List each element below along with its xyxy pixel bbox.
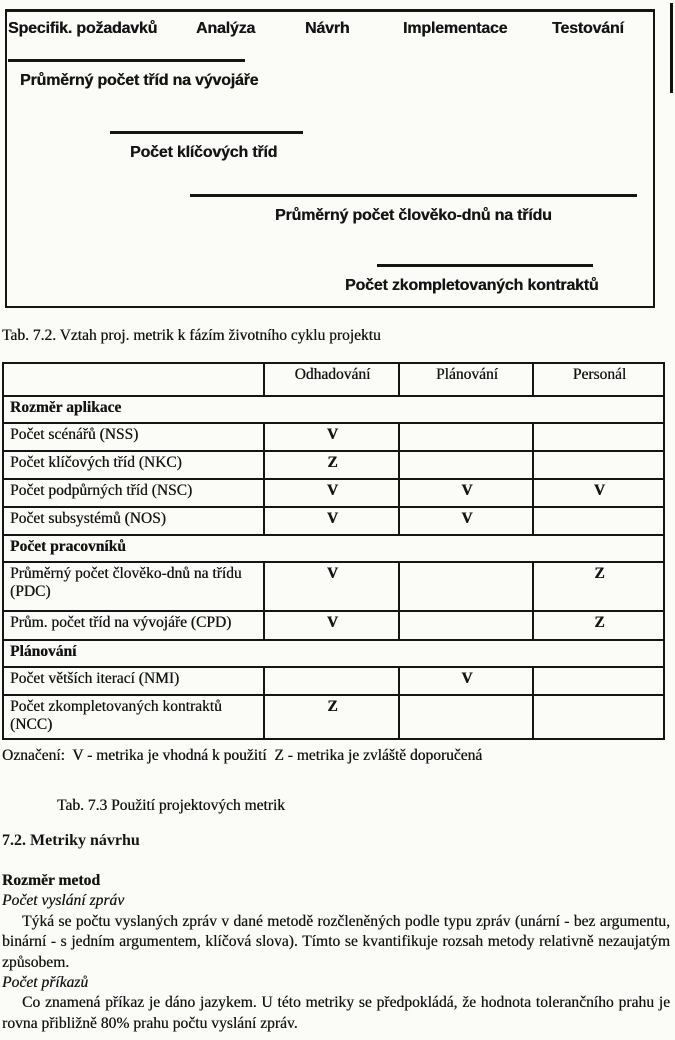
column-header: Odhadování (263, 362, 400, 397)
row-label-cell: Počet klíčových tříd (NKC) (2, 450, 265, 480)
row-label-cell: Počet podpůrných tříd (NSC) (2, 478, 265, 508)
table-header-row: Odhadování Plánování Personál (2, 362, 665, 397)
body-text-block: Rozměr metod Počet vyslání zpráv Týká se … (2, 871, 670, 1034)
metric-value-cell (532, 666, 665, 696)
table-row: Počet scénářů (NSS) V (2, 422, 665, 452)
metric-span-line (190, 194, 637, 197)
metric-value-cell (532, 694, 665, 740)
row-label-cell: Počet scénářů (NSS) (2, 422, 265, 452)
section-label-cell: Počet pracovníků (2, 534, 665, 563)
metric-value-cell (263, 666, 400, 696)
metric-label: Průměrný počet tříd na vývojáře (20, 72, 259, 89)
metric-value-cell (398, 694, 534, 740)
metric-value-cell (532, 450, 665, 480)
table-row: Rozměr aplikace (2, 395, 665, 424)
metric-value-cell: V (398, 666, 534, 696)
metric-value-cell: V (263, 478, 400, 508)
row-label-cell: Prům. počet tříd na vývojáře (CPD) (2, 610, 265, 641)
body-paragraph: Týká se počtu vyslaných zpráv v dané met… (2, 912, 670, 971)
metric-value-cell: Z (263, 450, 400, 480)
metric-value-cell (398, 450, 534, 480)
metric-span-line (377, 264, 593, 267)
metric-term: Počet příkazů (2, 974, 89, 992)
lifecycle-phase-diagram: Specifik. požadavků Analýza Návrh Implement… (5, 9, 655, 308)
metric-term: Počet vyslání zpráv (2, 892, 125, 910)
metric-label: Průměrný počet člověko-dnů na třídu (275, 207, 552, 224)
table-row: Počet subsystémů (NOS) V V (2, 506, 665, 536)
metric-value-cell (398, 422, 534, 452)
metric-value-cell (398, 561, 534, 612)
phase-label: Implementace (403, 20, 508, 37)
table-row: Počet pracovníků (2, 534, 665, 563)
column-header (2, 362, 265, 397)
project-metrics-table: Odhadování Plánování Personál Rozměr aplika… (2, 362, 665, 740)
row-label-cell: Průměrný počet člověko-dnů na třídu (PDC… (2, 561, 265, 612)
table-row: Plánování (2, 639, 665, 668)
metric-value-cell: V (263, 561, 400, 612)
metric-value-cell: Z (263, 694, 400, 740)
metric-value-cell: V (263, 610, 400, 641)
table-row: Počet zkompletovaných kontraktů (NCC) Z (2, 694, 665, 740)
table-7-2-caption: Tab. 7.2. Vztah proj. metrik k fázím živ… (2, 327, 381, 344)
column-header: Plánování (398, 362, 534, 397)
metric-label: Počet zkompletovaných kontraktů (345, 277, 599, 294)
metric-value-cell (532, 422, 665, 452)
metric-value-cell: Z (532, 610, 665, 641)
table-row: Počet klíčových tříd (NKC) Z (2, 450, 665, 480)
legend-note: Označení: V - metrika je vhodná k použit… (2, 747, 483, 764)
metric-span-line (8, 59, 245, 62)
metric-span-line (110, 131, 303, 134)
phase-label: Návrh (305, 20, 350, 37)
section-label-cell: Rozměr aplikace (2, 395, 665, 424)
metric-value-cell: V (263, 422, 400, 452)
table-row: Průměrný počet člověko-dnů na třídu (PDC… (2, 561, 665, 612)
row-label-cell: Počet zkompletovaných kontraktů (NCC) (2, 694, 265, 740)
metric-value-cell: V (532, 478, 665, 508)
metric-value-cell (398, 610, 534, 641)
metric-value-cell: V (398, 506, 534, 536)
phase-label: Testování (552, 20, 624, 37)
table-row: Počet podpůrných tříd (NSC) V V V (2, 478, 665, 508)
section-heading-7-2: 7.2. Metriky návrhu (2, 832, 140, 849)
phase-label: Analýza (196, 20, 256, 37)
metric-value-cell: V (263, 506, 400, 536)
section-label-cell: Plánování (2, 639, 665, 668)
row-label-cell: Počet subsystémů (NOS) (2, 506, 265, 536)
body-subheading: Rozměr metod (2, 872, 101, 889)
metric-value-cell: V (398, 478, 534, 508)
table-row: Prům. počet tříd na vývojáře (CPD) V Z (2, 610, 665, 641)
row-label-cell: Počet větších iterací (NMI) (2, 666, 265, 696)
metric-label: Počet klíčových tříd (130, 144, 278, 161)
table-row: Počet větších iterací (NMI) V (2, 666, 665, 696)
phase-label: Specifik. požadavků (8, 20, 158, 37)
table-7-3-caption: Tab. 7.3 Použití projektových metrik (57, 797, 285, 814)
body-paragraph: Co znamená příkaz je dáno jazykem. U tét… (2, 994, 670, 1032)
scan-edge-artifact (670, 3, 673, 93)
column-header: Personál (532, 362, 665, 397)
metric-value-cell: Z (532, 561, 665, 612)
metric-value-cell (532, 506, 665, 536)
